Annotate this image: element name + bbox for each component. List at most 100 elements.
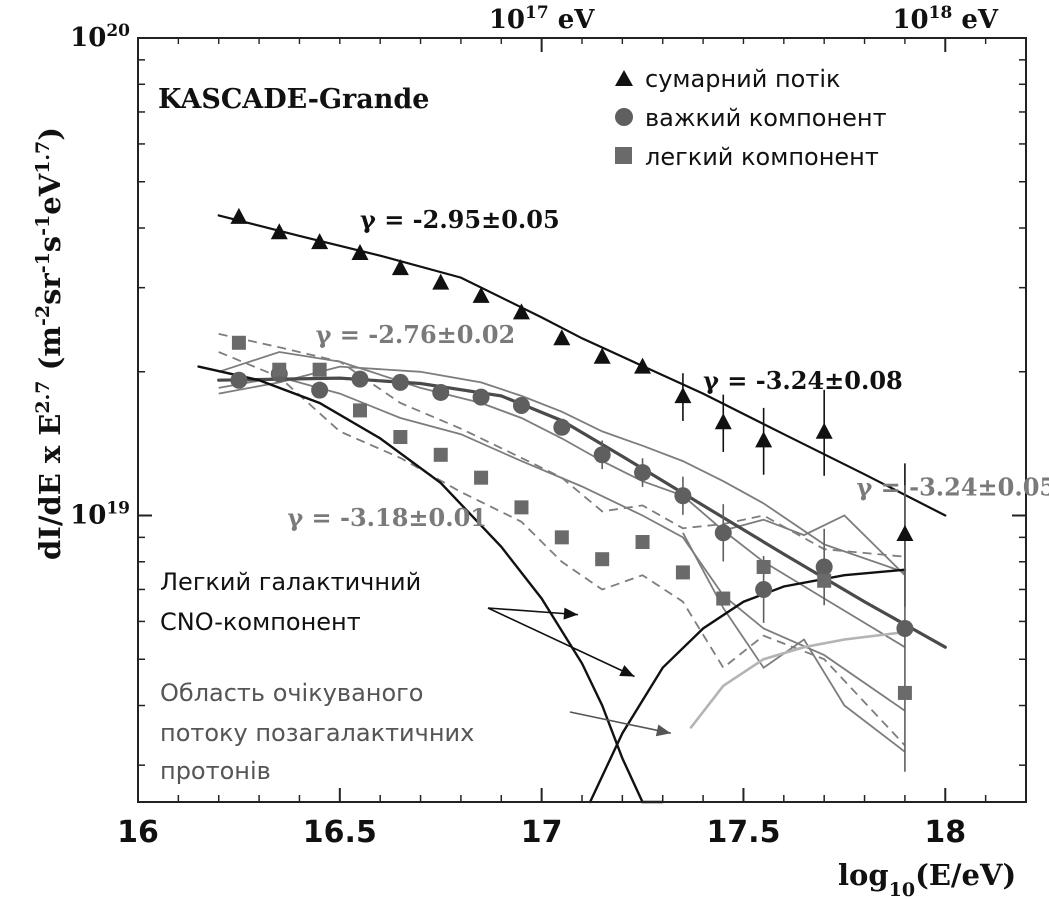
data-markers (230, 207, 914, 700)
triangle-marker-5 (432, 273, 450, 290)
square-marker-0 (231, 335, 246, 350)
fit-curve-3 (588, 568, 907, 804)
x-tick-label-0: 16 (117, 815, 159, 850)
y-tick-label-0: 1020 (70, 21, 130, 53)
circle-marker-6 (472, 388, 490, 406)
triangle-marker-2 (311, 233, 329, 250)
error-bars (601, 373, 906, 772)
band-line-1 (218, 351, 906, 648)
triangle-marker-13 (755, 431, 773, 448)
square-marker-13 (756, 560, 771, 575)
triangle-marker-10 (634, 357, 652, 374)
arrow-head-0-1 (619, 665, 635, 677)
gamma-label-1: γ = -2.76±0.02 (316, 320, 516, 349)
legend-label-heavy: важкий компонент (645, 104, 887, 132)
square-marker-8 (554, 530, 569, 545)
triangle-marker-11 (674, 387, 692, 404)
triangle-marker-9 (593, 347, 611, 364)
circle-marker-13 (755, 580, 773, 598)
square-marker-11 (675, 565, 690, 580)
arrow-line-1-0 (569, 711, 671, 734)
triangle-marker-14 (815, 422, 833, 439)
circle-marker-3 (351, 370, 369, 388)
band-line-0 (218, 365, 906, 574)
triangle-marker-6 (472, 286, 490, 303)
fit-curve-4 (689, 630, 907, 729)
gamma-label-0: γ = -2.95±0.05 (360, 205, 560, 234)
annotation-protons-line-1: Область очікуваного (160, 679, 423, 707)
square-marker-9 (595, 552, 610, 567)
chart-title: KASCADE-Grande (158, 84, 429, 115)
x-tick-label-1: 16.5 (303, 815, 377, 850)
circle-marker-11 (674, 487, 692, 505)
top-tick-label-0: 1017 eV (489, 3, 595, 35)
triangle-marker-12 (714, 413, 732, 430)
annotation-cno-line-2: CNO-компонент (160, 608, 361, 636)
annotation-cno: Легкий галактичний CNO-компонент (160, 568, 429, 636)
circle-marker-0 (230, 371, 248, 389)
legend-label-total: сумарний потік (645, 65, 840, 93)
square-marker-10 (635, 535, 650, 550)
band-line-2 (218, 376, 906, 712)
triangle-marker-3 (351, 243, 369, 260)
circle-marker-2 (311, 381, 329, 399)
square-marker-3 (353, 403, 367, 418)
arrow-line-0-0 (487, 607, 579, 616)
annotations: Легкий галактичний CNO-компонент Область… (160, 568, 671, 785)
square-marker-7 (514, 500, 529, 515)
arrow-head-1-0 (655, 724, 671, 737)
legend-triangle-marker (615, 70, 633, 86)
triangle-marker-1 (270, 223, 288, 240)
square-marker-1 (272, 362, 287, 377)
annotation-protons-line-2: потоку позагалактичних (160, 719, 474, 747)
y-tick-label-1: 1019 (70, 499, 130, 531)
legend-label-light: легкий компонент (645, 143, 879, 171)
square-marker-5 (433, 447, 448, 462)
square-marker-14 (817, 573, 832, 588)
annotation-arrows (487, 607, 671, 737)
gamma-label-3: γ = -3.24±0.05 (856, 473, 1049, 502)
triangle-marker-15 (896, 525, 914, 542)
square-marker-2 (312, 362, 327, 377)
x-tick-label-3: 17.5 (706, 815, 780, 850)
fit-curve-0 (217, 214, 947, 517)
legend: сумарний потік важкий компонент легкий к… (615, 65, 887, 171)
triangle-marker-8 (553, 329, 571, 346)
gamma-label-2: γ = -3.24±0.08 (703, 366, 903, 395)
band-line-6 (218, 351, 906, 747)
annotation-protons-line-3: протонів (160, 757, 271, 785)
annotation-protons: Область очікуваного потоку позагалактичн… (160, 679, 482, 785)
triangle-marker-0 (230, 207, 248, 224)
circle-marker-5 (432, 383, 450, 401)
circle-marker-10 (634, 464, 652, 482)
triangle-marker-4 (391, 259, 409, 276)
x-tick-label-2: 17 (521, 815, 563, 850)
legend-square-marker (615, 147, 632, 164)
square-marker-4 (393, 430, 408, 445)
x-tick-label-4: 18 (924, 815, 966, 850)
triangle-marker-7 (512, 303, 530, 320)
x-axis-label: log10(E/eV) (838, 858, 1016, 899)
y-axis-label: dI/dE x E2.7 (m-2sr-1s-1eV1.7) (32, 127, 67, 560)
circle-marker-7 (512, 396, 530, 414)
band-line-4 (723, 514, 906, 576)
gamma-label-4: γ = -3.18±0.01 (287, 503, 487, 532)
circle-marker-8 (553, 418, 571, 436)
circle-marker-12 (714, 524, 732, 542)
square-marker-12 (716, 591, 731, 606)
top-tick-label-1: 1018 eV (892, 3, 998, 35)
square-marker-6 (474, 470, 489, 485)
circle-marker-14 (815, 558, 833, 576)
arrow-head-0-0 (563, 607, 578, 620)
annotation-cno-line-1: Легкий галактичний (160, 568, 421, 596)
axes: 16 16.5 17 17.5 18 1020 1019 1017 eV 1018 eV (70, 3, 1026, 850)
circle-marker-15 (896, 619, 914, 637)
legend-circle-marker (615, 108, 633, 126)
square-marker-15 (897, 685, 912, 700)
fit-curve-2 (197, 365, 664, 804)
model-band-lines (218, 333, 906, 753)
band-line-5 (218, 333, 905, 558)
gamma-labels: γ = -2.95±0.05 γ = -2.76±0.02 γ = -3.24±0.… (287, 205, 1049, 532)
arrow-line-0-1 (487, 607, 635, 678)
